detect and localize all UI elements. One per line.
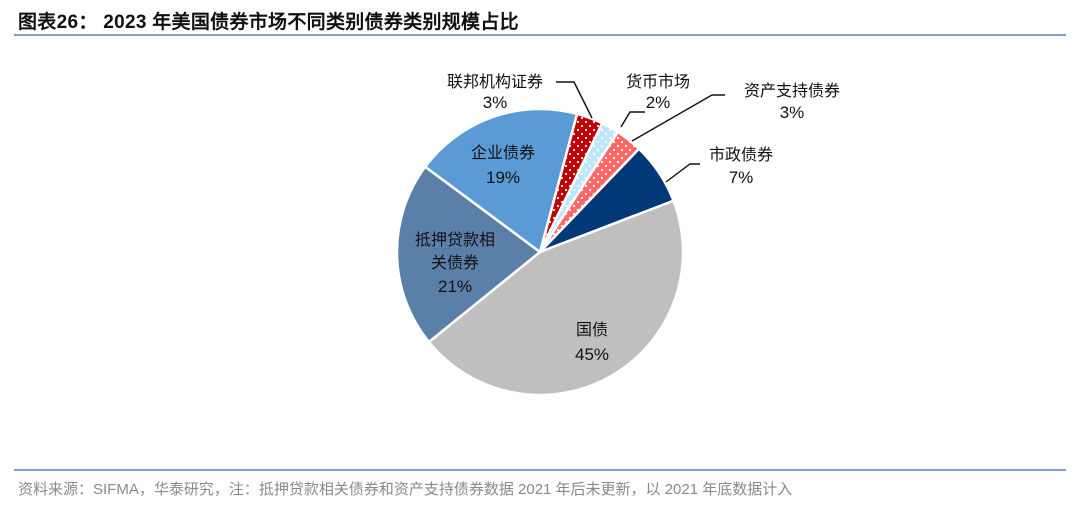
label-mortgage-pct: 21% <box>438 277 472 296</box>
source-note: 资料来源：SIFMA，华泰研究，注：抵押贷款相关债券和资产支持债券数据 2021… <box>18 481 793 498</box>
leader-lines <box>556 81 725 183</box>
label-federal-pct: 3% <box>483 93 508 112</box>
label-treasury-name: 国债 <box>576 320 608 339</box>
label-abs-pct: 3% <box>780 103 805 122</box>
pie-slice-6 <box>423 107 579 254</box>
label-federal-name: 联邦机构证券 <box>447 72 543 91</box>
pie-slice-5 <box>395 165 542 344</box>
label-treasury-pct: 45% <box>575 345 609 364</box>
label-money-pct: 2% <box>646 93 671 112</box>
label-abs-name: 资产支持债券 <box>744 81 840 100</box>
label-muni-pct: 7% <box>729 168 754 187</box>
title-divider <box>14 34 1066 36</box>
footer-divider <box>14 469 1066 471</box>
label-mortgage-name-line1: 抵押贷款相 <box>415 230 495 249</box>
label-money-name: 货币市场 <box>626 72 690 91</box>
label-muni-name: 市政债券 <box>709 145 773 164</box>
label-corporate-name: 企业债券 <box>471 143 535 162</box>
chart-title: 图表26： 2023 年美国债券市场不同类别债券类别规模占比 <box>18 12 519 33</box>
label-mortgage-name-line2: 关债券 <box>431 253 479 272</box>
label-corporate-pct: 19% <box>486 168 520 187</box>
pie-slice-4 <box>427 199 685 397</box>
